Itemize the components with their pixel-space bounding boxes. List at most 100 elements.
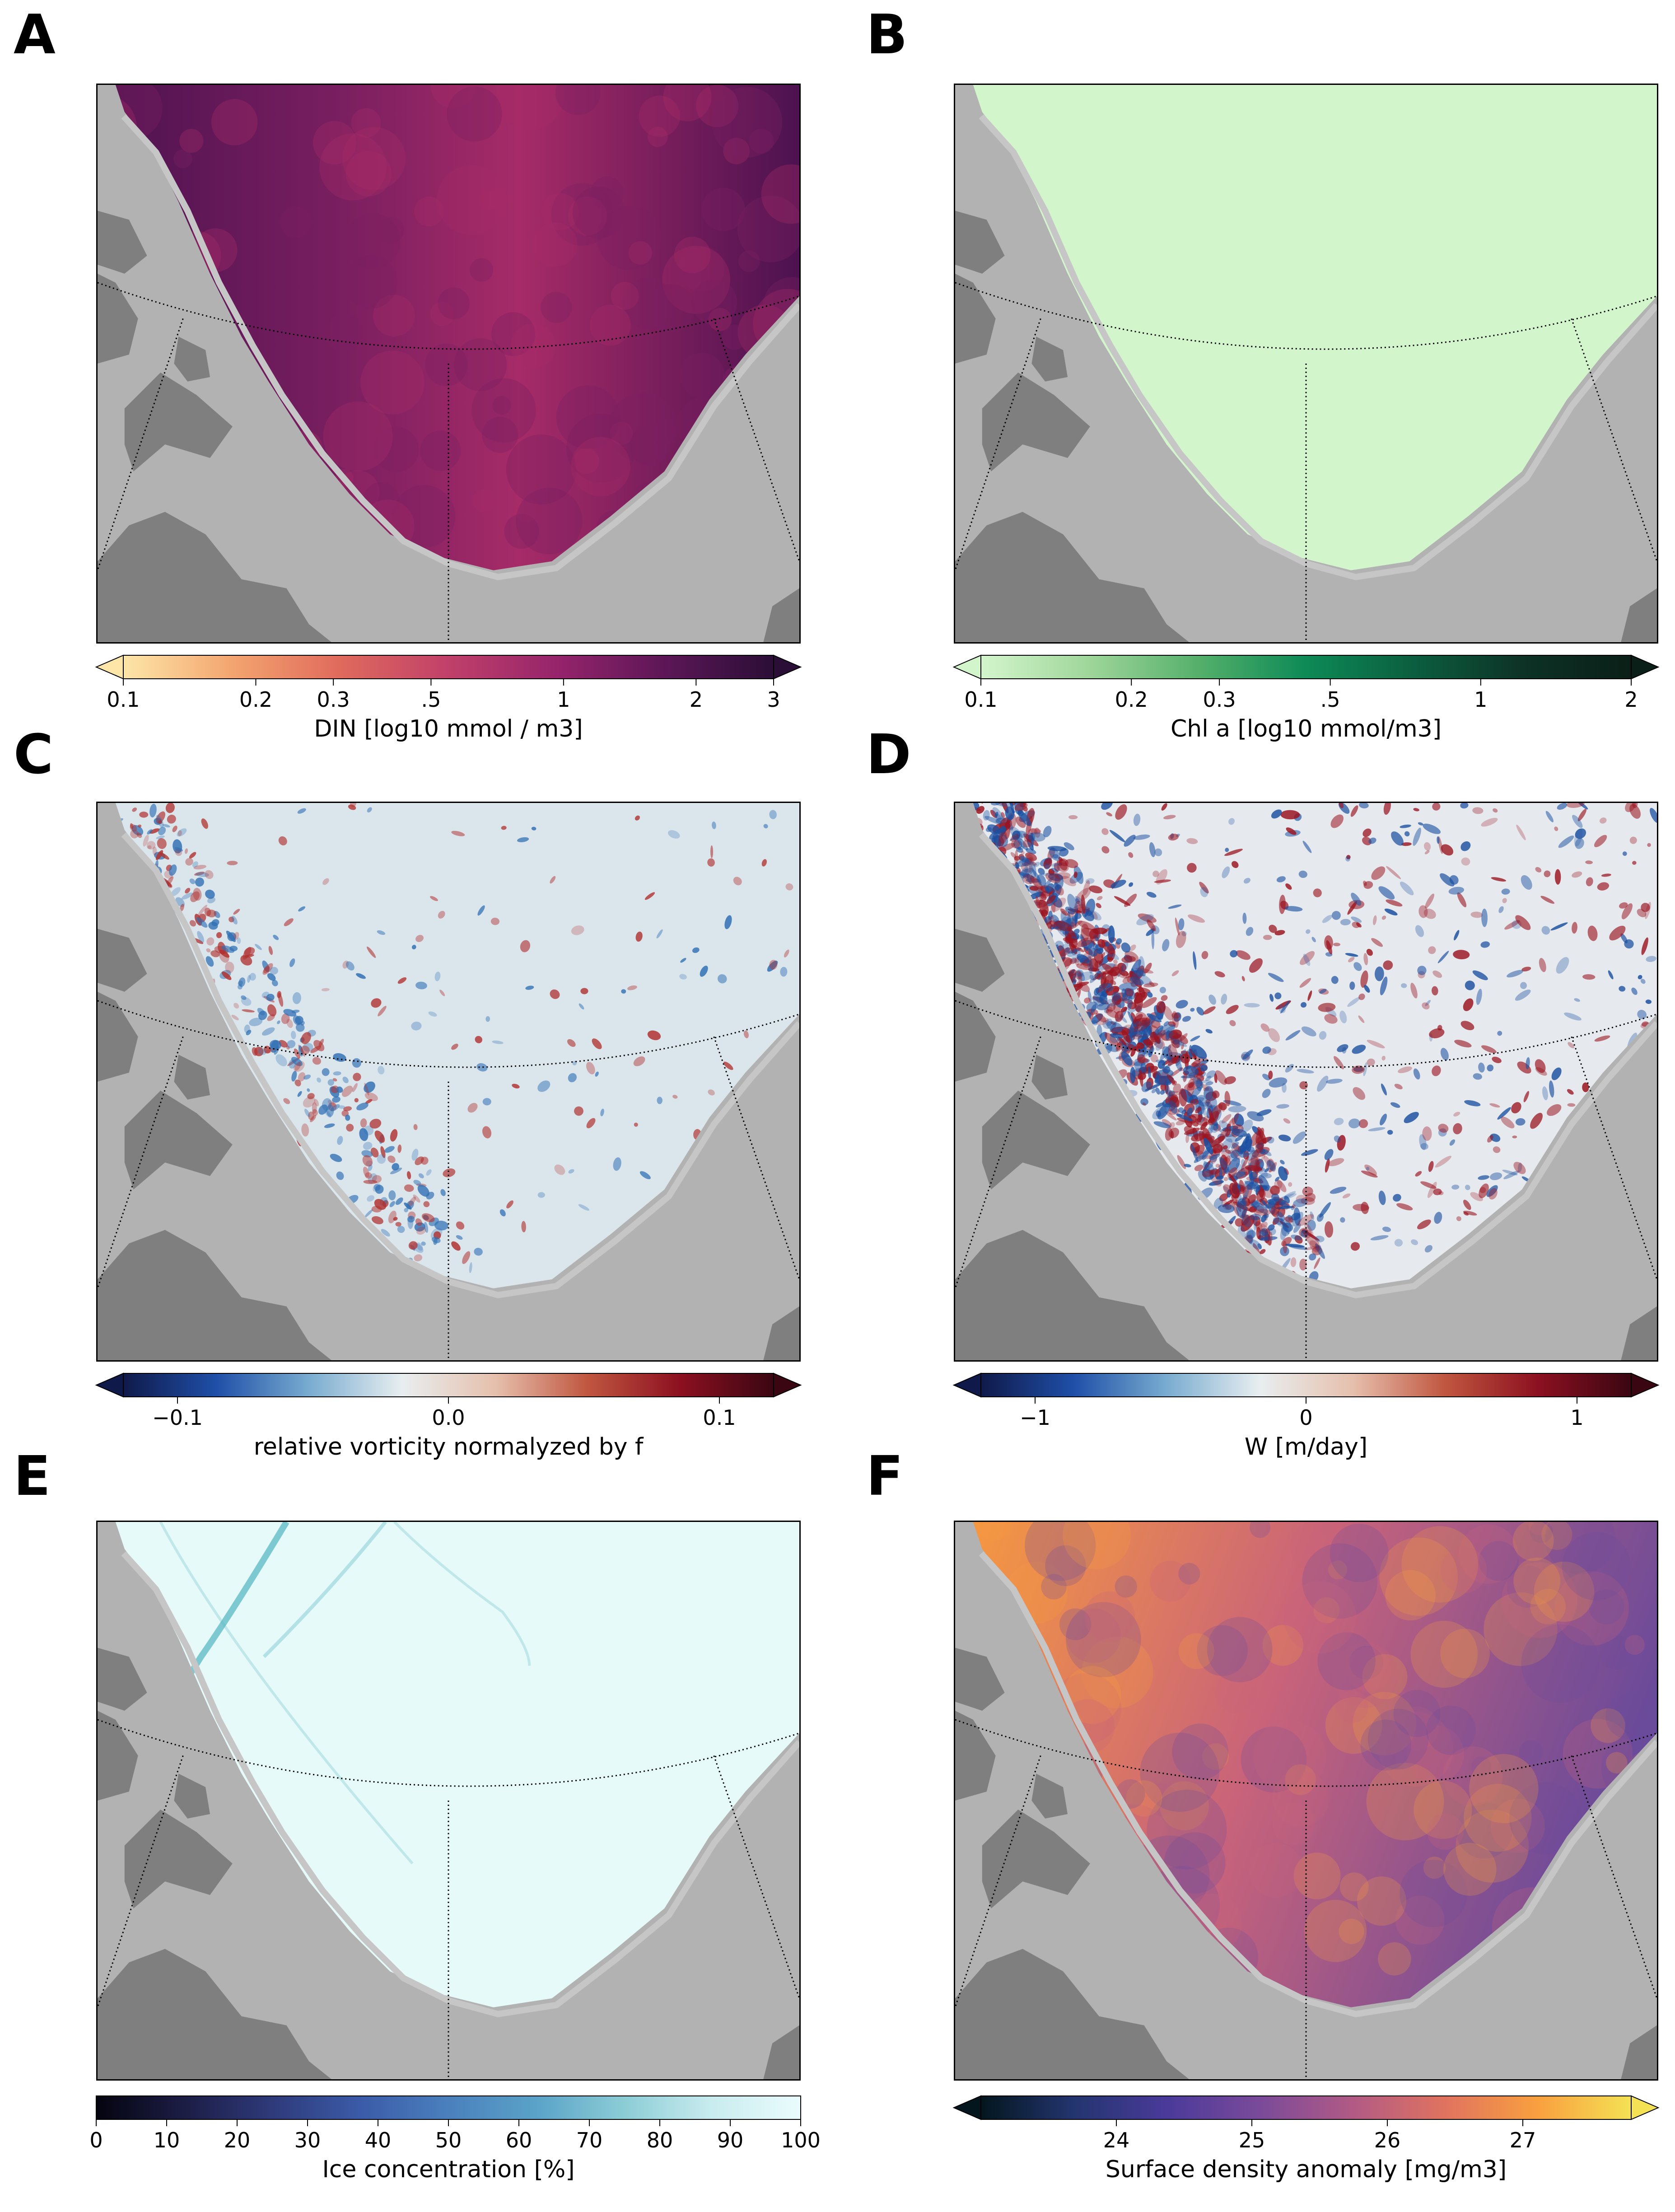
colorbar-extend-high (773, 1372, 802, 1398)
colorbar-gradient (980, 1373, 1632, 1397)
colorbar-tick-label: 2 (689, 687, 703, 712)
colorbar-svg (95, 1372, 802, 1404)
panel-letter-d: D (866, 723, 911, 786)
map-panel-f (954, 1521, 1658, 2081)
colorbar-tick-label: 0.3 (317, 687, 350, 712)
land-mass (982, 372, 1090, 471)
colorbar-tick-label: 50 (435, 2128, 462, 2152)
land-mass (955, 1710, 996, 1801)
shelf-break-line (979, 114, 1657, 580)
map-svg (955, 1522, 1657, 2079)
panel-letter-f: F (866, 1445, 903, 1508)
colorbar-density: 24 25 26 27 Surface density anomaly [mg/m3] (952, 2095, 1660, 2183)
colorbar-label: Chl a [log10 mmol/m3] (1170, 715, 1442, 742)
land-mass (955, 929, 1005, 992)
map-svg (955, 85, 1657, 642)
panel-letter-e: E (14, 1445, 51, 1508)
land-mass (955, 210, 1005, 274)
graticule-line (98, 282, 799, 350)
colorbar-svg (95, 654, 802, 686)
colorbar-tick-label: 60 (505, 2128, 532, 2152)
colorbar-gradient (123, 655, 774, 679)
land-mass (98, 273, 138, 364)
colorbar-ice: 0 10 20 30 40 50 60 70 80 90 100 Ice concentration … (89, 2095, 821, 2183)
colorbar-extend-low (952, 654, 981, 680)
colorbar-tick-label: 1 (1474, 687, 1488, 712)
colorbar-extend-high (1631, 654, 1660, 680)
colorbar-tick-label: 26 (1374, 2128, 1401, 2152)
graticule-line (955, 1000, 1657, 1068)
colorbar-label: Ice concentration [%] (322, 2156, 575, 2183)
colorbar-tick-label: 0.3 (1203, 687, 1236, 712)
colorbar-label: DIN [log10 mmol / m3] (314, 715, 583, 742)
land-mass (1031, 1055, 1068, 1100)
graticule-line (955, 282, 1657, 350)
map-panel-a (96, 84, 801, 644)
colorbar-tick-label: 90 (717, 2128, 744, 2152)
land-mass (124, 372, 233, 471)
colorbar-tick-label: 0.1 (964, 687, 998, 712)
map-svg (98, 85, 799, 642)
colorbar-tick-label: 0 (89, 2128, 103, 2152)
land-mass (1621, 1306, 1657, 1360)
colorbar-tick-label: 1 (557, 687, 570, 712)
land-mass (955, 1230, 1189, 1360)
map-panel-b (954, 84, 1658, 644)
colorbar-tick-label: 100 (781, 2128, 821, 2152)
shelf-break-line (979, 832, 1657, 1298)
land-mass (763, 588, 799, 642)
colorbar-extend-high (1631, 2095, 1660, 2120)
colorbar-extend-high (773, 654, 802, 680)
land-mass (98, 1949, 331, 2079)
colorbar-tick-label: 20 (224, 2128, 251, 2152)
colorbar-label: Surface density anomaly [mg/m3] (1105, 2156, 1507, 2183)
panel-letter-a: A (14, 4, 56, 66)
colorbar-svg (952, 1372, 1660, 1404)
colorbar-chl: 0.1 0.2 0.3 .5 1 2 Chl a [log10 mmol/m3] (952, 654, 1660, 742)
colorbar-label: W [m/day] (1244, 1433, 1368, 1461)
land-mass (174, 336, 210, 382)
colorbar-tick-label: 0.1 (703, 1405, 736, 1430)
land-mass (98, 1230, 331, 1360)
graticule-line (955, 1719, 1657, 1787)
shelf-break-line (121, 1551, 799, 2017)
colorbar-vorticity: −0.1 0.0 0.1 relative vorticity normalyzed … (95, 1372, 802, 1461)
colorbar-tick-label: 0.2 (1115, 687, 1148, 712)
panel-letter-c: C (14, 723, 54, 786)
graticule-line (713, 318, 799, 562)
map-svg (98, 803, 799, 1360)
colorbar-tick-label: 1 (1570, 1405, 1584, 1430)
land-mass (124, 1090, 233, 1190)
colorbar-tick-label: 80 (646, 2128, 673, 2152)
land-mass (1031, 1773, 1068, 1819)
colorbar-tick-label: 2 (1624, 687, 1638, 712)
shelf-break-line (121, 832, 799, 1298)
colorbar-svg (96, 2095, 801, 2126)
colorbar-gradient (980, 2095, 1632, 2120)
colorbar-tick-label: 0.0 (432, 1405, 465, 1430)
colorbar-tick-label: 24 (1103, 2128, 1130, 2152)
colorbar-extend-low (952, 1372, 981, 1398)
land-mass (98, 991, 138, 1082)
land-mass (98, 929, 147, 992)
land-mass (98, 1710, 138, 1801)
colorbar-tick-label: 0.1 (107, 687, 140, 712)
colorbar-gradient (980, 655, 1632, 679)
colorbar-extend-low (952, 2095, 981, 2120)
land-mass (955, 1949, 1189, 2079)
map-panel-d (954, 802, 1658, 1362)
map-svg (98, 1522, 799, 2079)
colorbar-tick-label: −0.1 (152, 1405, 203, 1430)
colorbar-tick-label: 70 (576, 2128, 603, 2152)
land-mass (763, 2025, 799, 2079)
colorbar-tick-label: 10 (153, 2128, 180, 2152)
graticule-line (1571, 1036, 1657, 1280)
land-mass (955, 991, 996, 1082)
map-panel-e (96, 1521, 801, 2081)
land-mass (1621, 588, 1657, 642)
panel-letter-b: B (866, 4, 908, 66)
land-mass (98, 512, 331, 642)
land-mass (955, 273, 996, 364)
map-panel-c (96, 802, 801, 1362)
colorbar-tick-label: .5 (421, 687, 441, 712)
